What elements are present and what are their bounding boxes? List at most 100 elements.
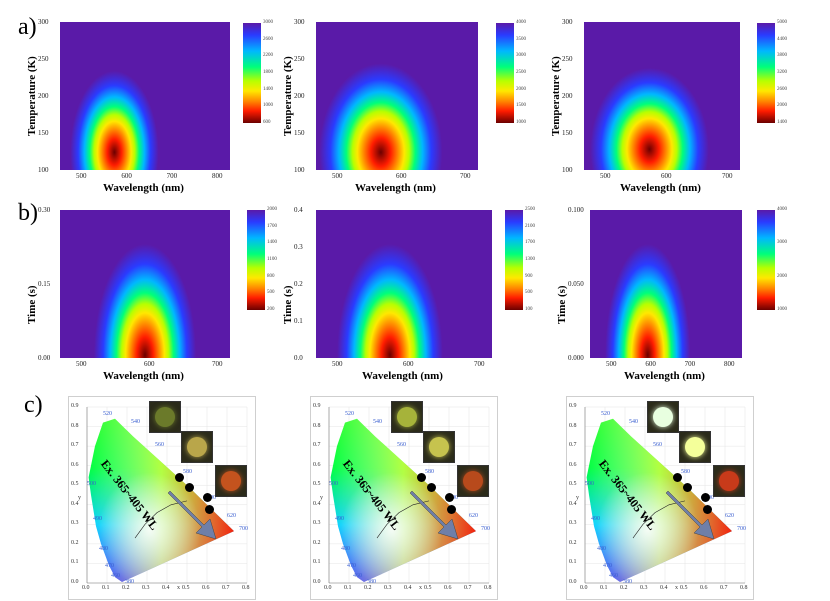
colorbar-tick-label: 800	[267, 273, 275, 279]
chromaticity-point	[701, 493, 710, 502]
colorbar-tick-label: 1000	[263, 103, 273, 109]
cie-x-tick-label: 0.6	[202, 585, 210, 591]
y-axis-label: Time (s)	[282, 285, 294, 324]
x-tick-label: 600	[645, 360, 656, 368]
chromaticity-point	[427, 483, 436, 492]
colorbar-tick-label: 2000	[516, 86, 526, 92]
chromaticity-point	[185, 483, 194, 492]
y-tick-label: 0.3	[294, 243, 303, 251]
colorbar	[243, 23, 261, 123]
y-tick-label: 0.30	[38, 206, 51, 214]
chromaticity-point	[683, 483, 692, 492]
colorbar-tick-label: 3200	[777, 70, 787, 75]
y-tick-label: 100	[294, 166, 305, 174]
wavelength-label: 520	[345, 410, 354, 417]
colorbar	[757, 23, 775, 123]
cie-diagram-2: 0.0 0.1 0.2 0.3 0.4 0.5 0.6 0.7 0.8 0.0 0.1 0.2 0.3 0…	[310, 396, 498, 600]
row-label-a: a)	[18, 14, 37, 40]
cie-y-tick-label: 0.2	[569, 539, 577, 546]
sample-photo-inset	[391, 401, 423, 433]
cie-y-tick-label: 0.8	[569, 422, 577, 429]
y-tick-label: 150	[38, 129, 49, 137]
cie-y-tick-label: 0.2	[313, 539, 321, 546]
x-tick-label: 600	[396, 172, 407, 180]
chromaticity-point	[445, 493, 454, 502]
cie-x-tick-label: 0.6	[444, 585, 452, 591]
cie-y-axis-label: y	[78, 495, 81, 501]
y-tick-label: 250	[294, 55, 305, 63]
cie-x-tick-label: 0.4	[660, 585, 668, 591]
wavelength-label: 580	[183, 469, 192, 476]
x-tick-label: 600	[144, 360, 155, 368]
cie-x-tick-label: 0.1	[102, 585, 110, 591]
heatmap-plot	[60, 22, 230, 170]
wavelength-label: 700	[481, 526, 490, 533]
heatmap-plot	[60, 210, 230, 358]
wavelength-label: 560	[397, 442, 406, 449]
cie-x-tick-label: 0.2	[620, 585, 628, 591]
x-tick-label: 800	[724, 360, 735, 368]
y-tick-label: 150	[562, 129, 573, 137]
cie-y-tick-label: 0.3	[569, 520, 577, 527]
wavelength-label: 500	[87, 481, 96, 488]
colorbar-tick-label: 3500	[516, 36, 526, 42]
y-tick-label: 250	[562, 55, 573, 63]
colorbar-tick-label: 1300	[525, 257, 535, 262]
cie-chromaticity-svg	[86, 406, 248, 584]
x-tick-label: 500	[600, 172, 611, 180]
cie-diagram-3: 0.0 0.1 0.2 0.3 0.4 0.5 0.6 0.7 0.8 0.0 0.1 0.2 0.3 0…	[566, 396, 754, 600]
cie-y-tick-label: 0.9	[569, 403, 577, 409]
wavelength-label: 540	[131, 418, 140, 425]
colorbar-tick-label: 1700	[267, 223, 277, 229]
y-tick-label: 0.050	[568, 280, 584, 288]
sample-glow	[397, 407, 417, 427]
row-label-c: c)	[24, 392, 43, 418]
wavelength-label: 560	[653, 442, 662, 449]
planckian-locus	[376, 500, 430, 539]
cie-y-tick-label: 0.7	[569, 442, 577, 449]
cie-x-tick-label: 0.3	[142, 585, 150, 591]
wavelength-label: 380	[623, 579, 632, 585]
y-axis-label: Temperature (K)	[282, 56, 294, 136]
colorbar-tick-label: 2600	[263, 36, 273, 42]
wavelength-label: 560	[155, 442, 164, 449]
y-axis-label: Temperature (K)	[550, 56, 562, 136]
wavelength-label: 480	[341, 545, 350, 552]
colorbar-tick-label: 1800	[263, 70, 273, 75]
y-tick-label: 200	[294, 92, 305, 100]
y-tick-label: 300	[562, 18, 573, 26]
cie-x-tick-label: 0.7	[720, 585, 728, 591]
y-tick-label: 200	[38, 92, 49, 100]
x-axis-label: Wavelength (nm)	[362, 370, 443, 382]
y-tick-label: 150	[294, 129, 305, 137]
cie-x-tick-label: 0.8	[242, 585, 250, 591]
cie-x-tick-label: 0.4	[404, 585, 412, 591]
cie-y-tick-label: 0.1	[313, 559, 321, 566]
shift-arrow	[409, 490, 459, 540]
cie-x-tick-label: 0.0	[324, 585, 332, 591]
colorbar-tick-label: 5000	[777, 20, 787, 25]
colorbar-tick-label: 1700	[525, 240, 535, 246]
cie-y-tick-label: 0.0	[71, 579, 79, 585]
cie-x-tick-label: 0.0	[580, 585, 588, 591]
cie-y-tick-label: 0.0	[569, 579, 577, 585]
cie-x-tick-label: 0.5	[424, 585, 432, 591]
wavelength-label: 500	[329, 481, 338, 488]
shift-arrow	[167, 490, 217, 540]
x-tick-label: 700	[460, 172, 471, 180]
colorbar-tick-label: 2500	[525, 207, 535, 212]
x-tick-label: 500	[76, 360, 87, 368]
colorbar-tick-label: 3000	[777, 240, 787, 246]
chromaticity-point	[417, 473, 426, 482]
heatmap-plot	[316, 210, 492, 358]
colorbar	[505, 210, 523, 310]
wavelength-label: 620	[725, 512, 734, 519]
sample-glow	[653, 407, 673, 427]
sample-photo-inset	[713, 465, 745, 497]
cie-x-axis-label: x	[675, 585, 678, 591]
colorbar-tick-label: 1400	[777, 120, 787, 125]
wavelength-label: 480	[99, 545, 108, 552]
colorbar-tick-label: 2200	[263, 53, 273, 59]
colorbar-tick-label: 1400	[267, 240, 277, 246]
colorbar-tick-label: 2500	[516, 70, 526, 75]
